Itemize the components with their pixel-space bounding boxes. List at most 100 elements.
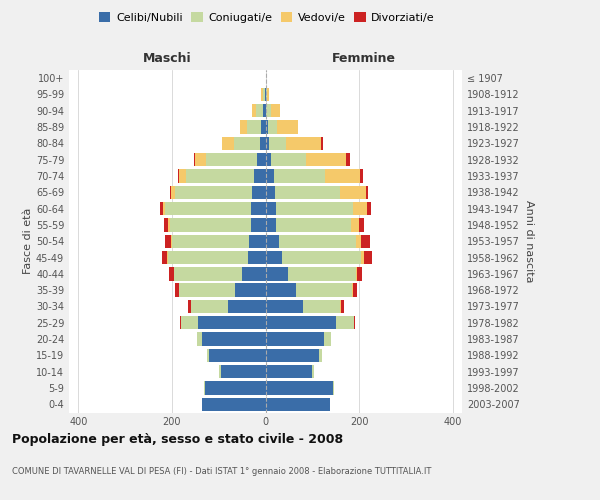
Bar [352, 284, 353, 297]
Bar [266, 104, 271, 118]
Bar [163, 202, 165, 215]
Bar [263, 104, 265, 118]
Text: COMUNE DI TAVARNELLE VAL DI PESA (FI) - Dati ISTAT 1° gennaio 2008 - Elaborazion: COMUNE DI TAVARNELLE VAL DI PESA (FI) - … [12, 468, 431, 476]
Text: Popolazione per età, sesso e stato civile - 2008: Popolazione per età, sesso e stato civil… [12, 432, 343, 446]
Bar [271, 104, 280, 118]
Bar [350, 218, 359, 232]
Bar [321, 136, 323, 150]
Bar [306, 153, 346, 166]
Bar [366, 186, 368, 199]
Bar [207, 348, 209, 362]
Bar [268, 120, 277, 134]
Bar [206, 153, 257, 166]
Bar [361, 251, 364, 264]
Bar [167, 251, 168, 264]
Bar [265, 218, 276, 232]
Bar [253, 186, 265, 199]
Bar [188, 300, 191, 313]
Bar [202, 332, 265, 346]
Bar [186, 170, 254, 182]
Bar [265, 120, 268, 134]
Bar [265, 365, 312, 378]
Bar [196, 153, 206, 166]
Legend: Celibi/Nubili, Coniugati/e, Vedovi/e, Divorziati/e: Celibi/Nubili, Coniugati/e, Vedovi/e, Di… [95, 8, 439, 28]
Bar [249, 234, 265, 248]
Bar [172, 234, 249, 248]
Bar [278, 234, 356, 248]
Bar [197, 332, 202, 346]
Bar [261, 120, 265, 134]
Bar [324, 332, 331, 346]
Bar [265, 88, 267, 101]
Bar [263, 88, 265, 101]
Bar [267, 88, 269, 101]
Bar [251, 218, 265, 232]
Bar [209, 348, 265, 362]
Bar [288, 267, 356, 280]
Bar [356, 234, 361, 248]
Bar [175, 284, 179, 297]
Bar [286, 136, 321, 150]
Bar [274, 170, 325, 182]
Bar [242, 267, 265, 280]
Bar [161, 251, 167, 264]
Bar [261, 88, 263, 101]
Bar [265, 153, 271, 166]
Bar [170, 218, 251, 232]
Bar [265, 300, 303, 313]
Bar [179, 170, 186, 182]
Bar [251, 202, 265, 215]
Bar [165, 202, 251, 215]
Bar [235, 284, 265, 297]
Bar [265, 170, 274, 182]
Bar [205, 382, 265, 394]
Bar [275, 186, 340, 199]
Bar [340, 300, 341, 313]
Bar [367, 202, 371, 215]
Bar [319, 348, 322, 362]
Bar [282, 251, 361, 264]
Bar [303, 300, 340, 313]
Bar [247, 120, 261, 134]
Bar [364, 251, 372, 264]
Bar [359, 218, 364, 232]
Bar [265, 332, 324, 346]
Bar [204, 382, 205, 394]
Bar [357, 267, 362, 280]
Bar [219, 365, 221, 378]
Bar [340, 186, 366, 199]
Bar [166, 234, 171, 248]
Bar [171, 234, 172, 248]
Bar [265, 398, 330, 411]
Bar [164, 218, 168, 232]
Bar [265, 382, 334, 394]
Bar [346, 153, 350, 166]
Bar [197, 316, 265, 330]
Bar [172, 186, 175, 199]
Bar [254, 170, 265, 182]
Bar [265, 104, 266, 118]
Bar [265, 267, 288, 280]
Bar [160, 202, 163, 215]
Bar [265, 251, 282, 264]
Bar [265, 186, 275, 199]
Bar [265, 136, 269, 150]
Bar [265, 348, 319, 362]
Bar [325, 170, 361, 182]
Bar [269, 136, 286, 150]
Bar [202, 398, 265, 411]
Bar [277, 120, 298, 134]
Bar [178, 170, 179, 182]
Bar [221, 365, 265, 378]
Bar [361, 234, 370, 248]
Bar [276, 202, 353, 215]
Bar [353, 202, 367, 215]
Bar [265, 202, 276, 215]
Bar [361, 170, 363, 182]
Bar [260, 136, 265, 150]
Bar [253, 104, 256, 118]
Bar [353, 284, 357, 297]
Bar [228, 300, 265, 313]
Bar [223, 136, 234, 150]
Bar [191, 300, 228, 313]
